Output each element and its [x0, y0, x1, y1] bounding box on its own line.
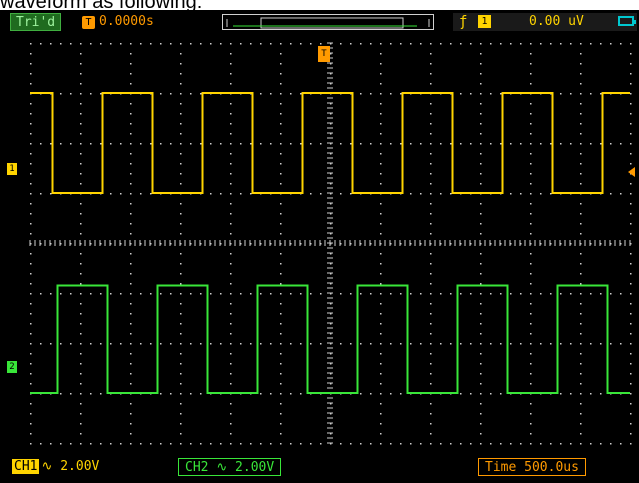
- caption-text: waveform as following:: [0, 0, 202, 10]
- status-bar: Tri'd T 0.0000s ƒ 1 0.00 uV: [0, 10, 639, 34]
- trigger-time-marker[interactable]: T: [318, 46, 330, 62]
- trigger-position-value: 0.0000s: [99, 14, 154, 29]
- memory-waveform-icon: [226, 17, 430, 29]
- trigger-position-icon: T: [82, 16, 95, 29]
- ch2-tag: CH2: [185, 460, 209, 475]
- ch2-scale-label[interactable]: CH2 ∿ 2.00V: [178, 458, 282, 476]
- graticule: [29, 42, 632, 445]
- ac-coupling-icon: ∿: [216, 460, 228, 475]
- ch1-scale-label[interactable]: CH1 ∿ 2.00V: [12, 458, 99, 476]
- ac-coupling-icon: ∿: [41, 459, 53, 474]
- ch2-ground-marker[interactable]: 2: [7, 361, 17, 373]
- trigger-level-marker[interactable]: [628, 167, 635, 177]
- memory-window: [222, 14, 434, 30]
- timebase-label[interactable]: Time 500.0us: [478, 458, 586, 476]
- channel-info-bar: CH1 ∿ 2.00V CH2 ∿ 2.00V Time 500.0us: [0, 452, 639, 483]
- trigger-status-badge: Tri'd: [10, 13, 62, 31]
- trigger-level-value: 0.00 uV: [529, 14, 584, 29]
- trigger-source-badge: 1: [478, 15, 491, 28]
- ch1-scale-value: 2.00V: [60, 459, 100, 474]
- waveform-display: 1 2 T: [5, 34, 635, 452]
- ch1-tag: CH1: [12, 459, 40, 474]
- trigger-info: ƒ 1 0.00 uV: [453, 13, 637, 31]
- ch2-waveform: [30, 284, 630, 394]
- ch1-waveform: [30, 92, 630, 194]
- battery-icon: [618, 16, 636, 26]
- ch2-scale-value: 2.00V: [235, 460, 275, 475]
- ch1-ground-marker[interactable]: 1: [7, 163, 17, 175]
- trigger-position: T 0.0000s: [77, 13, 159, 31]
- rising-edge-icon: ƒ: [459, 14, 468, 30]
- oscilloscope-screen: Tri'd T 0.0000s ƒ 1 0.00 uV 1 2 T: [0, 10, 639, 483]
